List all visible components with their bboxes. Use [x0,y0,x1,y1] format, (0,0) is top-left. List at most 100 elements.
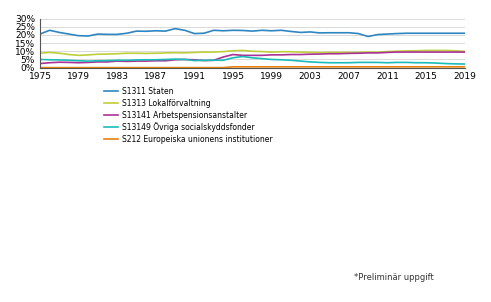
S1311 Staten [259,28,265,32]
S1311 Staten [182,28,188,32]
S212 Europeiska unionens institutioner [413,65,419,69]
S1313 Lokalförvaltning [134,51,139,55]
S13149 Övriga socialskyddsfonder [462,62,467,66]
S13149 Övriga socialskyddsfonder [365,61,371,64]
S1311 Staten [336,31,342,34]
S13149 Övriga socialskyddsfonder [404,61,409,64]
S1313 Lokalförvaltning [442,49,448,52]
S1313 Lokalförvaltning [452,49,458,53]
S1311 Staten [355,32,361,35]
S1313 Lokalförvaltning [346,51,352,54]
S13141 Arbetspensionsanstalter [37,62,43,65]
S1313 Lokalförvaltning [288,50,294,53]
S13149 Övriga socialskyddsfonder [220,59,226,62]
S1313 Lokalförvaltning [365,50,371,54]
S212 Europeiska unionens institutioner [269,65,274,69]
S1311 Staten [191,32,197,35]
S13141 Arbetspensionsanstalter [365,51,371,55]
S13149 Övriga socialskyddsfonder [153,58,159,62]
S212 Europeiska unionens institutioner [278,65,284,69]
S13149 Övriga socialskyddsfonder [85,59,91,63]
S13149 Övriga socialskyddsfonder [240,55,246,58]
S1311 Staten [365,35,371,38]
S13149 Övriga socialskyddsfonder [375,61,381,64]
S13149 Övriga socialskyddsfonder [433,61,438,65]
S1313 Lokalförvaltning [85,53,91,57]
S1311 Staten [56,31,62,34]
Line: S13141 Arbetspensionsanstalter: S13141 Arbetspensionsanstalter [40,52,464,63]
S212 Europeiska unionens institutioner [462,65,467,69]
S1313 Lokalförvaltning [105,52,110,56]
S1311 Staten [95,32,101,36]
S212 Europeiska unionens institutioner [37,66,43,69]
S1311 Staten [307,30,313,34]
S1311 Staten [288,30,294,33]
S212 Europeiska unionens institutioner [95,66,101,69]
S1311 Staten [220,29,226,33]
S13141 Arbetspensionsanstalter [240,53,246,57]
S1313 Lokalförvaltning [143,52,149,55]
S13141 Arbetspensionsanstalter [433,50,438,54]
S13149 Övriga socialskyddsfonder [317,61,323,64]
S1313 Lokalförvaltning [95,52,101,56]
S13149 Övriga socialskyddsfonder [307,60,313,64]
S1311 Staten [442,31,448,35]
S212 Europeiska unionens institutioner [346,65,352,69]
S1311 Staten [114,33,120,36]
S1311 Staten [66,32,72,36]
Line: S1311 Staten: S1311 Staten [40,29,464,37]
Legend: S1311 Staten, S1313 Lokalförvaltning, S13141 Arbetspensionsanstalter, S13149 Övr: S1311 Staten, S1313 Lokalförvaltning, S1… [105,87,273,144]
S212 Europeiska unionens institutioner [66,66,72,69]
S1313 Lokalförvaltning [56,51,62,55]
S13141 Arbetspensionsanstalter [249,53,255,57]
S212 Europeiska unionens institutioner [56,66,62,69]
S13141 Arbetspensionsanstalter [278,53,284,57]
S1313 Lokalförvaltning [298,50,303,54]
S13149 Övriga socialskyddsfonder [278,58,284,62]
S212 Europeiska unionens institutioner [191,66,197,69]
S1313 Lokalförvaltning [163,51,168,55]
S13141 Arbetspensionsanstalter [172,58,178,62]
S1311 Staten [163,29,168,33]
S1313 Lokalförvaltning [269,50,274,54]
S1311 Staten [327,31,332,34]
S13149 Övriga socialskyddsfonder [249,56,255,59]
S13141 Arbetspensionsanstalter [124,59,130,63]
S1311 Staten [105,33,110,36]
S212 Europeiska unionens institutioner [85,66,91,69]
S1311 Staten [423,31,429,35]
S212 Europeiska unionens institutioner [394,65,400,69]
S13141 Arbetspensionsanstalter [134,59,139,63]
S13141 Arbetspensionsanstalter [163,59,168,63]
S212 Europeiska unionens institutioner [114,66,120,69]
S13141 Arbetspensionsanstalter [95,60,101,64]
S1313 Lokalförvaltning [240,49,246,52]
S1313 Lokalförvaltning [211,50,217,54]
S1313 Lokalförvaltning [404,49,409,53]
S212 Europeiska unionens institutioner [76,66,82,69]
S13149 Övriga socialskyddsfonder [95,59,101,63]
S212 Europeiska unionens institutioner [240,65,246,69]
S1311 Staten [211,28,217,32]
S1311 Staten [230,28,236,32]
S1313 Lokalförvaltning [153,51,159,55]
S13149 Övriga socialskyddsfonder [211,59,217,62]
S1311 Staten [462,31,467,35]
S1311 Staten [134,29,139,33]
S13149 Övriga socialskyddsfonder [76,59,82,63]
S1313 Lokalförvaltning [336,51,342,54]
S1311 Staten [85,34,91,38]
S1313 Lokalförvaltning [249,50,255,53]
S212 Europeiska unionens institutioner [134,66,139,69]
S13141 Arbetspensionsanstalter [462,50,467,54]
S1311 Staten [76,34,82,37]
S1313 Lokalförvaltning [191,51,197,54]
S13149 Övriga socialskyddsfonder [288,59,294,62]
S13141 Arbetspensionsanstalter [114,59,120,63]
S212 Europeiska unionens institutioner [249,65,255,69]
S1311 Staten [47,28,53,32]
S212 Europeiska unionens institutioner [153,66,159,69]
S13149 Övriga socialskyddsfonder [384,61,390,65]
S212 Europeiska unionens institutioner [230,65,236,69]
S1313 Lokalförvaltning [384,50,390,53]
